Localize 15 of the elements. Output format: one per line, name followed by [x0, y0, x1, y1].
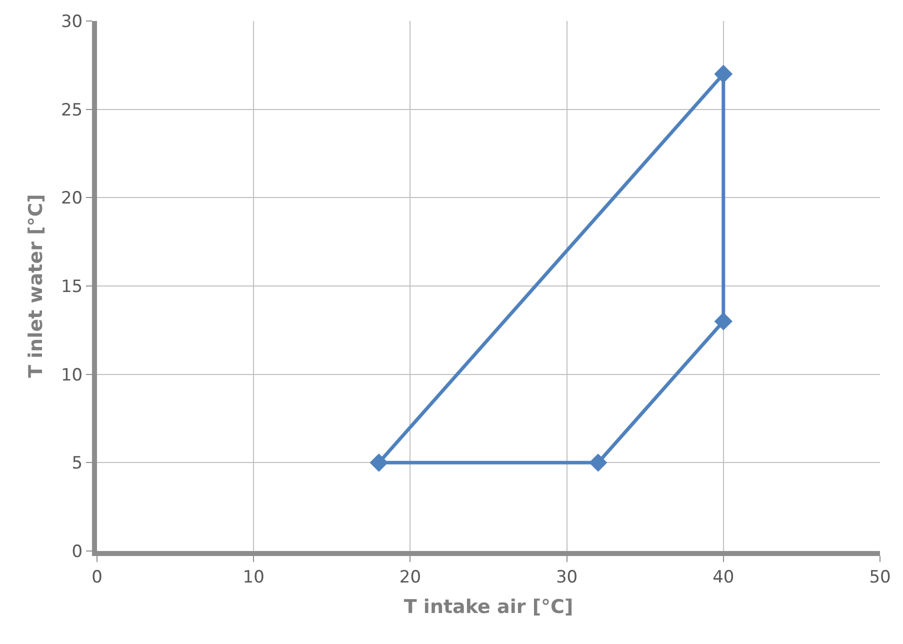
x-tick-label: 10: [242, 567, 264, 588]
x-axis-title: T intake air [°C]: [404, 596, 574, 618]
y-tick-label: 30: [60, 12, 83, 32]
y-tick-label: 5: [72, 454, 83, 474]
x-tick-label: 50: [869, 567, 891, 588]
y-tick-label: 25: [60, 100, 83, 120]
y-tick-label: 10: [60, 365, 83, 386]
y-axis-title: T inlet water [°C]: [24, 194, 47, 378]
y-tick-label: 20: [60, 188, 83, 209]
y-tick-label: 0: [72, 542, 83, 562]
x-tick-label: 40: [712, 567, 734, 588]
x-tick-label: 0: [92, 567, 102, 588]
x-tick-label: 20: [399, 567, 422, 588]
x-tick-label: 30: [556, 567, 578, 588]
y-tick-label: 15: [60, 276, 83, 297]
